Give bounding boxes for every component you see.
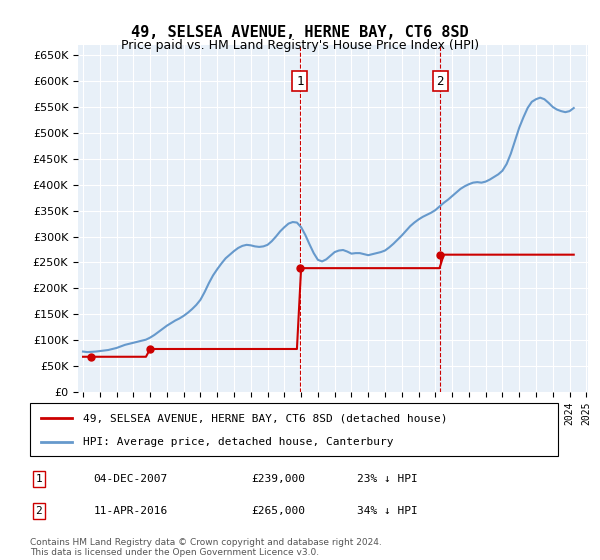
Text: Contains HM Land Registry data © Crown copyright and database right 2024.
This d: Contains HM Land Registry data © Crown c…	[30, 538, 382, 557]
Text: 23% ↓ HPI: 23% ↓ HPI	[358, 474, 418, 484]
Text: 49, SELSEA AVENUE, HERNE BAY, CT6 8SD: 49, SELSEA AVENUE, HERNE BAY, CT6 8SD	[131, 25, 469, 40]
Text: 1: 1	[35, 474, 42, 484]
FancyBboxPatch shape	[30, 403, 558, 456]
Text: 1: 1	[296, 74, 304, 87]
Text: 04-DEC-2007: 04-DEC-2007	[94, 474, 167, 484]
Text: Price paid vs. HM Land Registry's House Price Index (HPI): Price paid vs. HM Land Registry's House …	[121, 39, 479, 52]
Text: 11-APR-2016: 11-APR-2016	[94, 506, 167, 516]
Text: £265,000: £265,000	[252, 506, 306, 516]
Text: 49, SELSEA AVENUE, HERNE BAY, CT6 8SD (detached house): 49, SELSEA AVENUE, HERNE BAY, CT6 8SD (d…	[83, 413, 448, 423]
Text: 2: 2	[35, 506, 42, 516]
Text: £239,000: £239,000	[252, 474, 306, 484]
Text: HPI: Average price, detached house, Canterbury: HPI: Average price, detached house, Cant…	[83, 436, 394, 446]
Text: 2: 2	[436, 74, 444, 87]
Text: 34% ↓ HPI: 34% ↓ HPI	[358, 506, 418, 516]
